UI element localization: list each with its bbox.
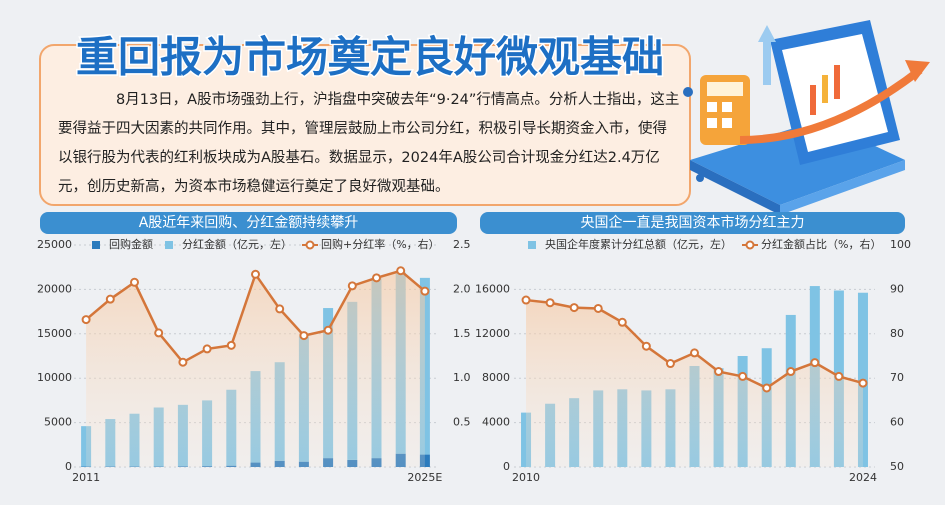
legend-swatch	[745, 240, 755, 250]
y-tick-label: 0	[503, 460, 510, 473]
y-tick-label: 10000	[37, 371, 72, 384]
line-point	[593, 303, 603, 313]
y2-tick-label: 2.0	[453, 282, 471, 295]
line-point	[810, 358, 820, 368]
legend-label: 分红金额占比（%，右）	[761, 237, 881, 251]
line-point	[569, 303, 579, 313]
legend-label: 回购+分红率（%，右）	[321, 237, 440, 251]
legend-swatch	[165, 241, 173, 249]
y-tick-label: 15000	[37, 327, 72, 340]
line-point	[154, 328, 164, 338]
line-point	[858, 378, 868, 388]
line-point	[178, 357, 188, 367]
line-point	[834, 371, 844, 381]
chart-title-bar	[480, 212, 905, 234]
line-point	[690, 348, 699, 358]
line-point	[275, 304, 285, 314]
line-point	[521, 295, 531, 305]
line-point	[738, 371, 748, 381]
line-point	[202, 344, 212, 354]
legend-label: 央国企年度累计分红总额（亿元，左）	[545, 237, 732, 251]
line-point	[665, 359, 675, 369]
line-point	[714, 367, 724, 377]
line-area	[86, 270, 425, 467]
line-point	[323, 325, 333, 335]
line-point	[617, 317, 627, 327]
legend-swatch	[305, 240, 315, 250]
line-point	[786, 367, 796, 377]
line-area	[526, 300, 863, 467]
y2-tick-label: 80	[890, 327, 904, 340]
y-tick-label: 4000	[482, 416, 510, 429]
y2-tick-label: 0.5	[453, 416, 471, 429]
text-box	[39, 44, 691, 206]
x-tick-label: 2024	[849, 471, 877, 484]
y-tick-label: 16000	[475, 282, 510, 295]
line-point	[251, 269, 260, 279]
y-tick-label: 0	[65, 460, 72, 473]
line-point	[372, 273, 381, 283]
line-point	[299, 331, 309, 341]
line-point	[130, 277, 139, 287]
legend-label: 回购金额	[109, 237, 153, 251]
illustration	[683, 20, 930, 215]
y2-tick-label: 60	[890, 416, 904, 429]
x-tick-label: 2011	[72, 471, 100, 484]
legend-label: 分红金额（亿元，左）	[182, 237, 292, 251]
chart-title: A股近年来回购、分红金额持续攀升	[139, 214, 359, 231]
line-point	[641, 341, 651, 351]
y-tick-label: 25000	[37, 238, 72, 251]
line-point	[81, 315, 91, 325]
y2-tick-label: 100	[890, 238, 911, 251]
y-tick-label: 5000	[44, 416, 72, 429]
x-tick-label: 2010	[512, 471, 540, 484]
y2-tick-label: 2.5	[453, 238, 471, 251]
y2-tick-label: 1.0	[453, 371, 471, 384]
y2-tick-label: 70	[890, 371, 904, 384]
line-point	[396, 266, 406, 276]
y-tick-label: 8000	[482, 371, 510, 384]
y2-tick-label: 50	[890, 460, 904, 473]
page-title: 重回报为市场奠定良好微观基础	[76, 33, 664, 82]
legend-swatch	[528, 241, 536, 249]
y2-tick-label: 90	[890, 282, 904, 295]
chart-title: 央国企一直是我国资本市场分红主力	[581, 214, 805, 231]
line-point	[545, 298, 555, 308]
y2-tick-label: 1.5	[453, 327, 471, 340]
line-point	[226, 340, 236, 350]
chart-title-bar	[40, 212, 457, 234]
y-tick-label: 12000	[475, 327, 510, 340]
line-point	[762, 383, 772, 393]
line-point	[347, 281, 357, 291]
y-tick-label: 20000	[37, 282, 72, 295]
line-point	[105, 294, 115, 304]
x-tick-label: 2025E	[407, 471, 442, 484]
intro-text: 8月13日，A股市场强劲上行，沪指盘中突破去年“9·24”行情高点。分析人士指出…	[58, 92, 680, 195]
legend-swatch	[92, 241, 100, 249]
line-point	[420, 286, 430, 296]
